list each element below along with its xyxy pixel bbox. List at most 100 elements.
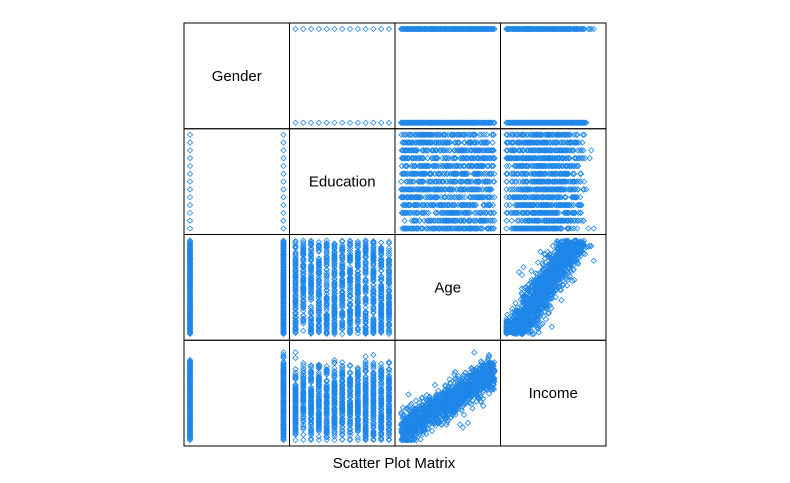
- data-point: [460, 139, 468, 146]
- data-point: [420, 155, 427, 162]
- data-point: [550, 186, 557, 193]
- data-point: [520, 139, 527, 146]
- data-point: [186, 186, 194, 193]
- data-point: [512, 119, 519, 126]
- data-point: [544, 147, 551, 154]
- data-point: [479, 155, 486, 162]
- data-point: [433, 162, 440, 170]
- data-point: [556, 170, 564, 177]
- data-point: [442, 155, 450, 162]
- data-point: [504, 131, 511, 138]
- data-point: [512, 155, 519, 162]
- data-point: [510, 155, 517, 162]
- data-point: [440, 225, 448, 232]
- data-point: [545, 225, 552, 232]
- matrix-cell-income-income: [500, 339, 607, 447]
- data-point: [292, 119, 299, 126]
- data-point: [280, 248, 287, 255]
- data-point: [549, 170, 556, 177]
- data-point: [403, 178, 410, 185]
- data-point: [470, 217, 477, 224]
- data-point: [466, 201, 473, 209]
- data-point: [556, 155, 563, 162]
- data-point: [581, 131, 588, 138]
- data-point: [448, 194, 455, 201]
- data-point: [429, 147, 436, 154]
- data-point: [569, 170, 576, 177]
- data-point: [541, 170, 548, 177]
- data-point: [458, 178, 465, 185]
- data-point: [424, 162, 431, 170]
- data-point: [562, 170, 570, 177]
- data-point: [413, 201, 420, 209]
- data-point: [280, 319, 287, 326]
- data-point: [523, 155, 530, 162]
- data-point: [422, 25, 429, 33]
- data-point: [464, 217, 472, 224]
- data-point: [563, 209, 570, 217]
- data-point: [429, 201, 437, 209]
- data-point: [434, 170, 442, 177]
- data-point: [523, 186, 530, 193]
- data-point: [424, 201, 432, 209]
- data-point: [461, 194, 469, 201]
- data-point: [409, 139, 417, 146]
- data-point: [280, 328, 287, 335]
- data-point: [504, 139, 511, 146]
- data-point: [481, 178, 489, 185]
- data-point: [522, 186, 529, 193]
- data-point: [519, 170, 527, 177]
- data-point: [469, 162, 476, 170]
- data-point: [575, 201, 582, 209]
- data-point: [504, 25, 511, 33]
- data-point: [519, 225, 526, 232]
- data-point: [472, 119, 480, 126]
- data-point: [466, 209, 474, 217]
- data-point: [553, 194, 561, 201]
- data-point: [462, 225, 469, 232]
- data-point: [483, 119, 490, 126]
- data-point: [469, 201, 476, 209]
- data-point: [315, 25, 323, 33]
- data-point: [561, 170, 569, 177]
- data-point: [531, 155, 539, 162]
- data-point: [579, 131, 587, 138]
- data-point: [554, 217, 561, 224]
- data-point: [419, 201, 427, 209]
- data-point: [415, 155, 422, 162]
- data-point: [550, 209, 558, 217]
- data-point: [577, 170, 585, 177]
- data-point: [475, 155, 482, 162]
- data-point: [517, 119, 524, 126]
- data-point: [400, 186, 407, 193]
- data-point: [186, 284, 194, 291]
- data-point: [519, 25, 526, 33]
- data-point: [551, 194, 558, 201]
- data-point: [556, 147, 563, 154]
- data-point: [525, 155, 532, 162]
- data-point: [467, 155, 474, 162]
- data-point: [451, 201, 458, 209]
- data-point: [572, 139, 580, 146]
- data-point: [434, 131, 442, 138]
- data-point: [433, 147, 440, 154]
- data-point: [514, 217, 521, 224]
- data-point: [483, 131, 490, 138]
- data-point: [457, 201, 464, 209]
- data-point: [544, 201, 551, 209]
- data-point: [471, 119, 478, 126]
- data-point: [555, 131, 562, 138]
- data-point: [424, 25, 431, 33]
- data-point: [478, 131, 485, 138]
- data-point: [428, 131, 436, 138]
- data-point: [280, 283, 287, 290]
- data-point: [428, 119, 435, 126]
- data-point: [571, 178, 578, 185]
- data-point: [579, 119, 586, 126]
- data-point: [521, 209, 528, 217]
- data-point: [537, 162, 544, 170]
- data-point: [511, 162, 519, 170]
- data-point: [563, 162, 571, 170]
- data-point: [503, 170, 510, 177]
- data-point: [458, 217, 465, 224]
